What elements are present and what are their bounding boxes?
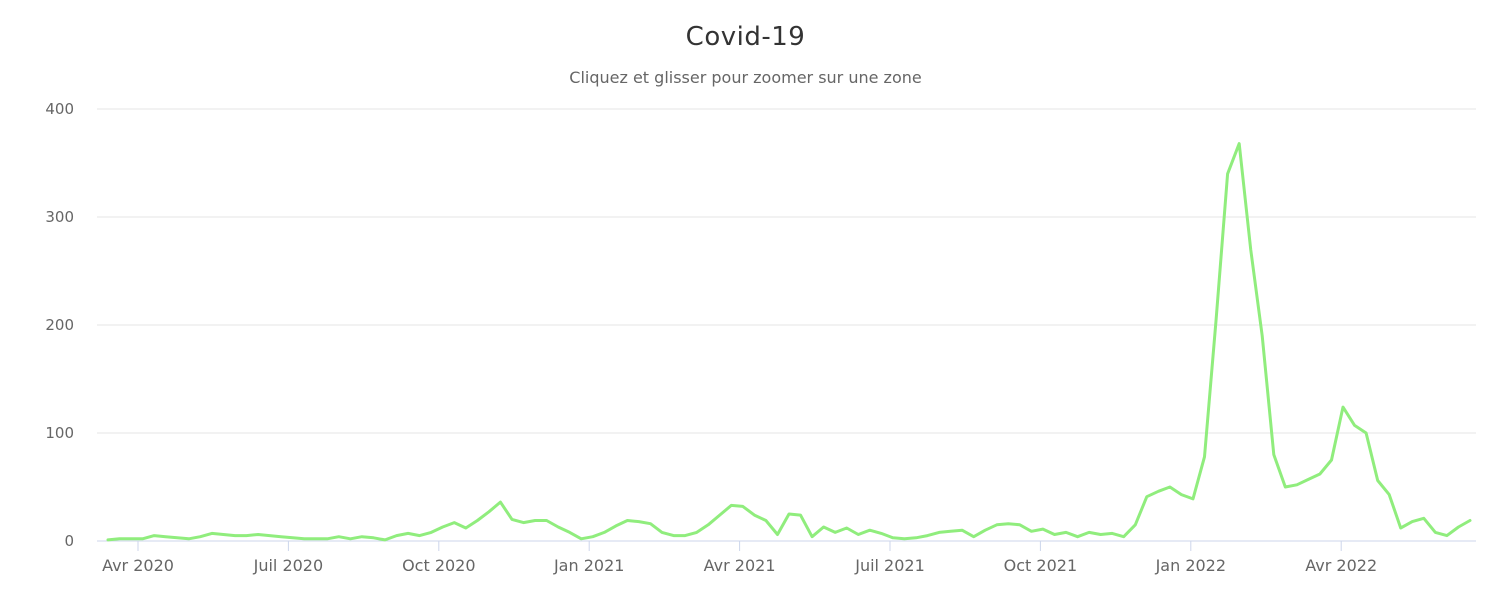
x-axis-label: Oct 2020	[402, 556, 475, 575]
series-line	[106, 142, 1472, 542]
x-axis-label: Avr 2022	[1305, 556, 1377, 575]
chart-title: Covid-19	[685, 22, 806, 52]
y-axis-label-200: 200	[45, 316, 74, 334]
y-axis-label-400: 400	[45, 100, 74, 118]
y-axis-label-100: 100	[45, 424, 74, 442]
x-axis-label: Juil 2021	[854, 556, 925, 575]
y-axis-label-0: 0	[64, 532, 74, 550]
x-axis-label: Avr 2020	[102, 556, 174, 575]
y-axis-label-300: 300	[45, 208, 74, 226]
x-axis-label: Oct 2021	[1004, 556, 1077, 575]
chart-subtitle: Cliquez et glisser pour zoomer sur une z…	[569, 68, 922, 87]
x-axis-label: Avr 2021	[704, 556, 776, 575]
x-axis-label: Jan 2022	[1155, 556, 1226, 575]
x-axis-label: Jan 2021	[553, 556, 624, 575]
x-axis-label: Juil 2020	[253, 556, 324, 575]
